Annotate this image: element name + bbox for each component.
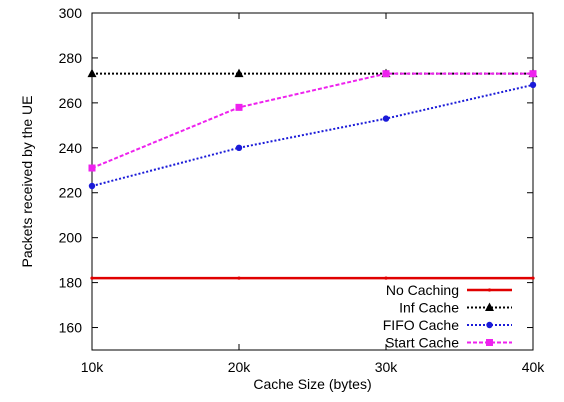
legend-label: No Caching (386, 282, 459, 298)
y-axis-title: Packets received by the UE (19, 96, 35, 268)
series-line (91, 72, 533, 169)
x-tick-label: 20k (228, 359, 252, 375)
data-point (382, 115, 390, 122)
series-line (91, 83, 534, 187)
data-point (382, 70, 390, 78)
data-point (529, 70, 537, 78)
y-tick-label: 280 (59, 50, 83, 66)
data-point (237, 276, 241, 280)
x-tick-label: 30k (375, 359, 399, 375)
x-tick-label: 10k (81, 359, 105, 375)
y-tick-label: 180 (59, 275, 83, 291)
legend-item: FIFO Cache (383, 317, 512, 333)
legend-marker (486, 321, 493, 329)
y-tick-label: 160 (59, 320, 83, 336)
y-axis: 160 180 200 220 240 260 280 300 (59, 5, 533, 336)
legend-marker (487, 288, 492, 292)
series-layer (87, 68, 538, 280)
data-point (88, 164, 96, 172)
series-fifo-cache (88, 81, 537, 190)
legend-label: FIFO Cache (383, 317, 459, 333)
legend-item: Inf Cache (399, 300, 512, 316)
y-tick-label: 200 (59, 230, 83, 246)
series-start-cache (88, 70, 537, 172)
data-point (90, 276, 94, 280)
data-point (384, 276, 388, 280)
data-point (234, 68, 244, 78)
legend-marker (485, 302, 494, 311)
data-point (531, 276, 535, 280)
y-tick-label: 220 (59, 185, 83, 201)
data-point (88, 182, 96, 190)
plot-area (91, 12, 534, 351)
legend-label: Start Cache (385, 335, 459, 351)
series-no-caching (90, 276, 535, 280)
data-point (87, 68, 97, 78)
x-axis-title: Cache Size (bytes) (253, 376, 371, 392)
x-axis: 10k 20k 30k 40k (81, 13, 546, 375)
legend-item: Start Cache (385, 335, 512, 351)
y-tick-label: 300 (59, 5, 83, 21)
data-point (529, 81, 537, 89)
legend-item: No Caching (386, 282, 512, 298)
y-tick-label: 260 (59, 95, 83, 111)
y-tick-label: 240 (59, 140, 83, 156)
legend-label: Inf Cache (399, 300, 459, 316)
x-tick-label: 40k (522, 359, 546, 375)
plot-border (91, 12, 534, 351)
data-point (235, 103, 243, 111)
legend-marker (486, 339, 493, 346)
data-point (235, 144, 243, 151)
